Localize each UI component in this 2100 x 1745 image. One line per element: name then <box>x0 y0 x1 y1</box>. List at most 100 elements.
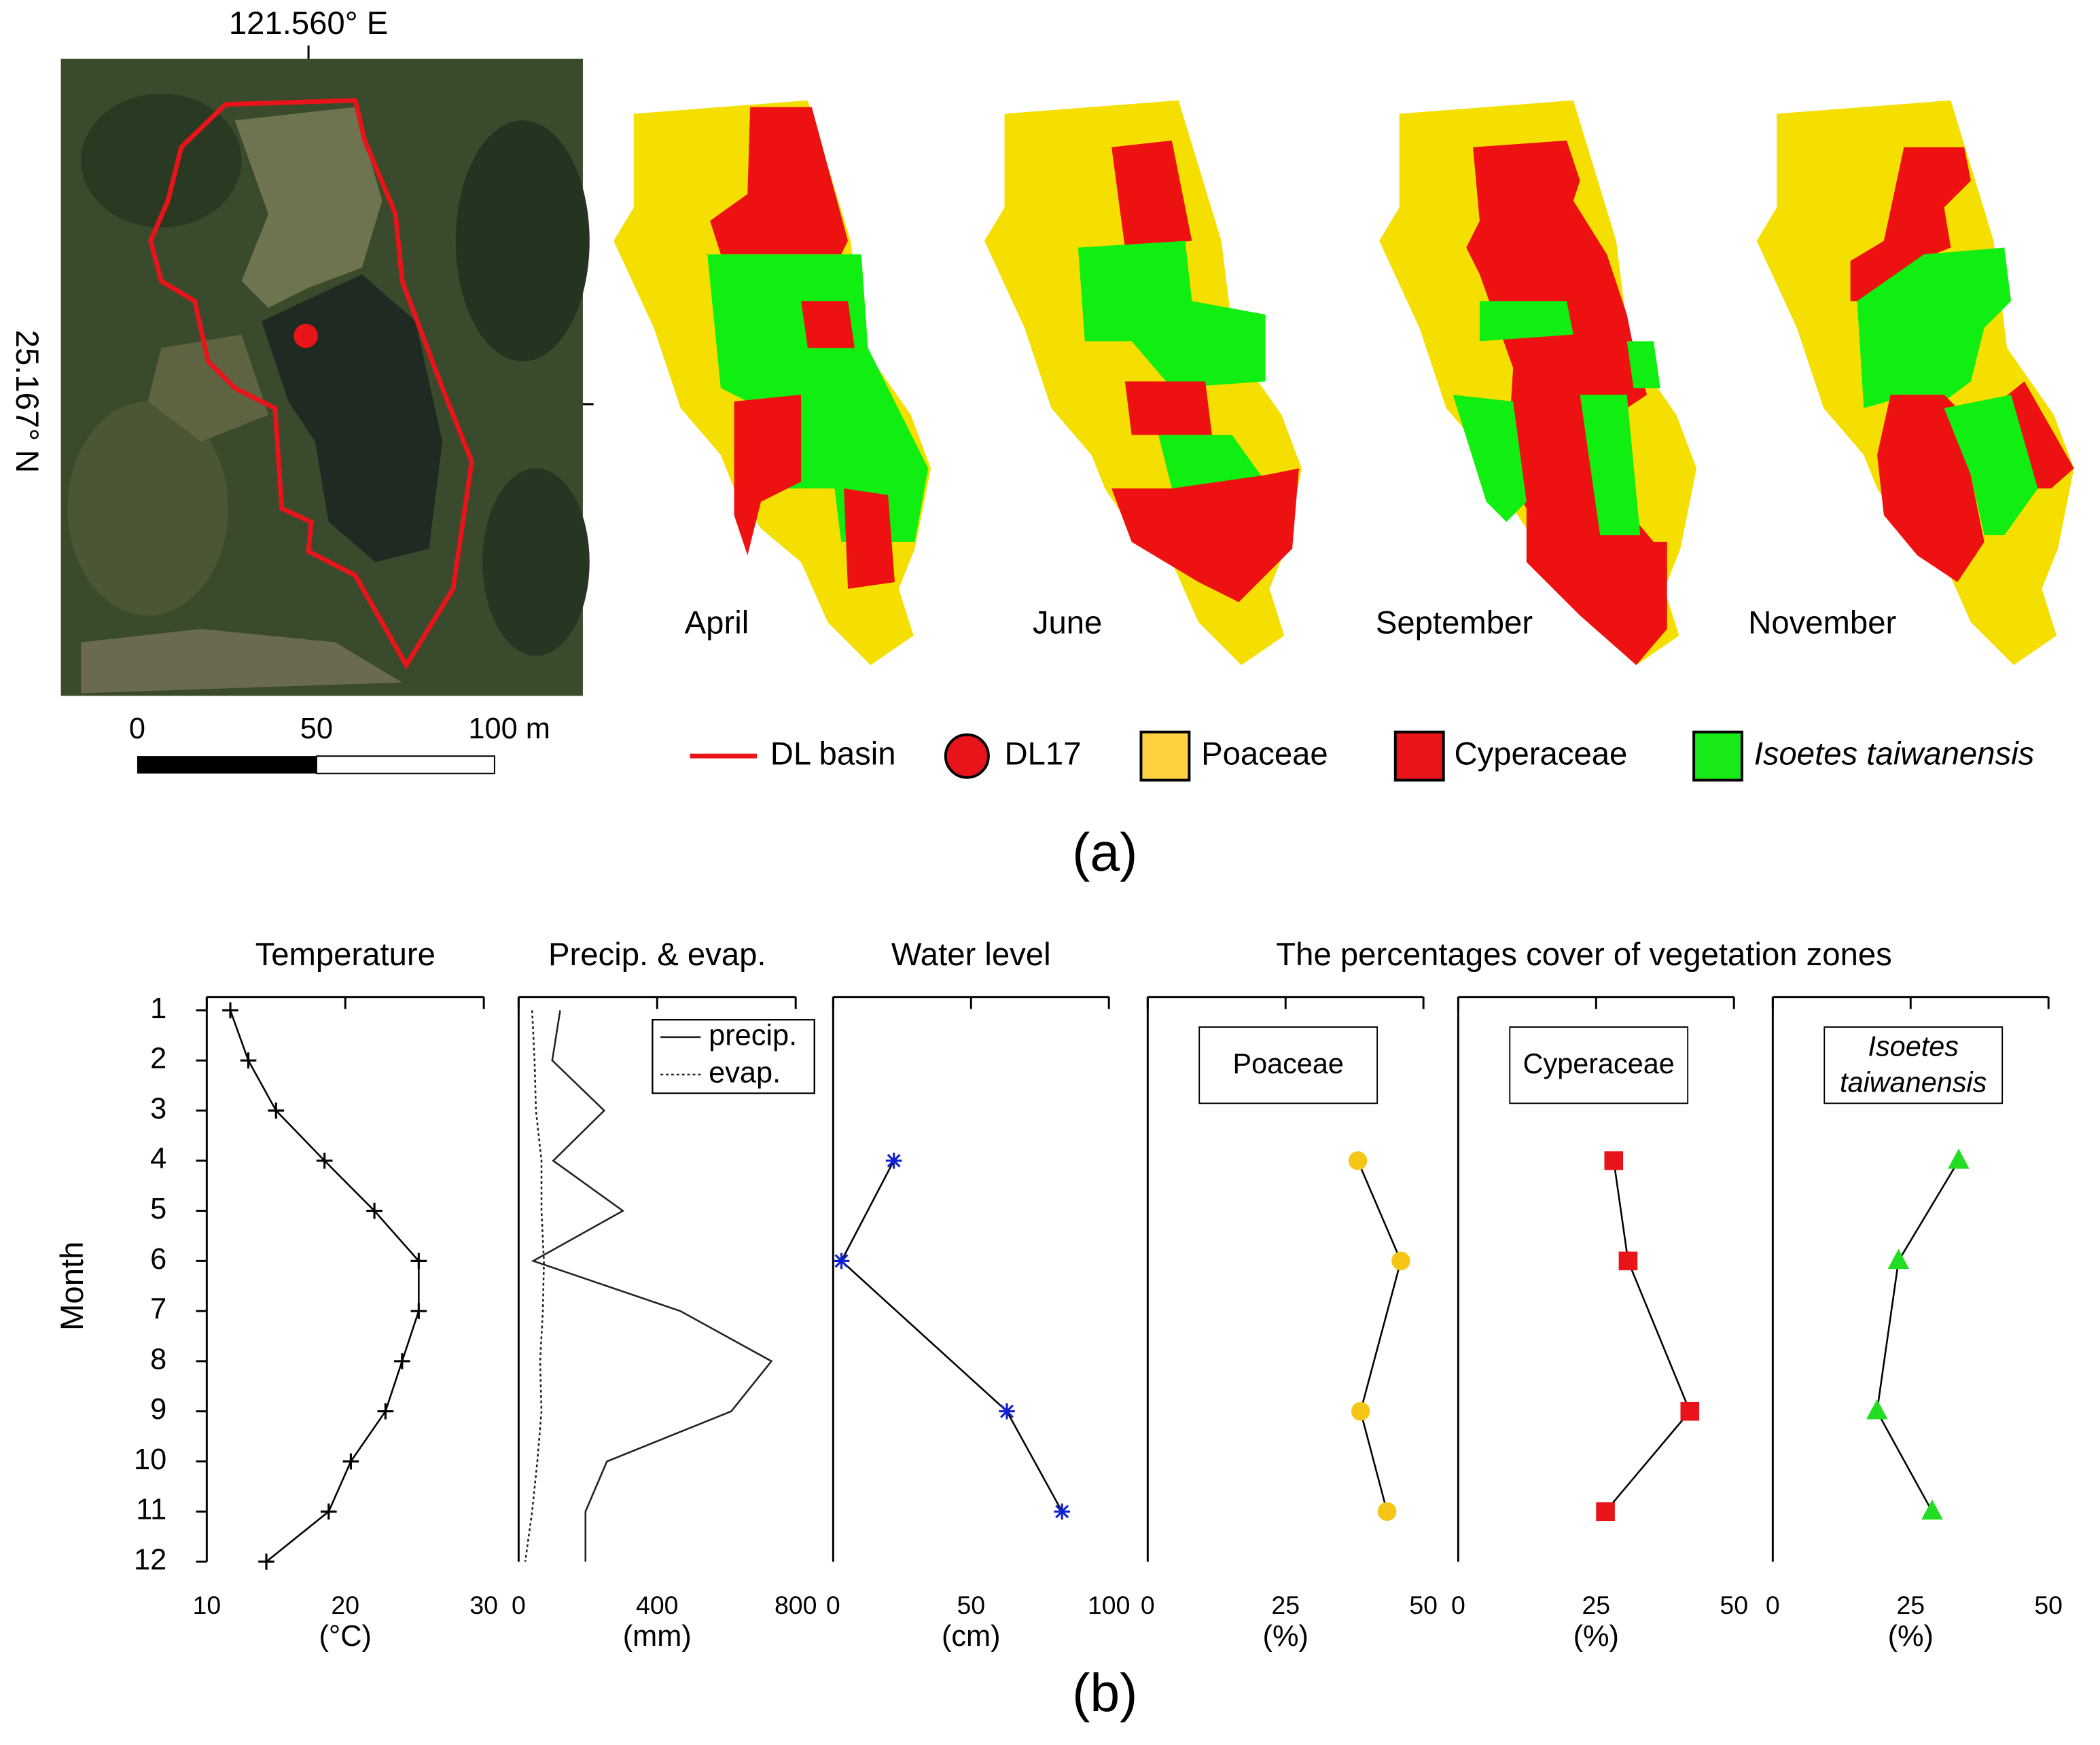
map-month: September <box>1376 605 1533 641</box>
data-point <box>1391 1251 1410 1271</box>
map-legend: DL basin DL17 Poaceae Cyperaceae Isoetes tai… <box>690 730 2035 782</box>
legend-label: Cyperaceae <box>1454 736 1627 772</box>
data-point <box>394 1353 410 1369</box>
satellite-image <box>60 58 590 696</box>
map-zone <box>1877 381 2074 582</box>
x-tick-label: 10 <box>193 1591 221 1619</box>
y-tick-label: 1 <box>150 992 166 1025</box>
scale-label: 100 m <box>468 713 550 745</box>
map-zone <box>1850 147 1971 302</box>
marker-shape <box>1921 1499 1943 1520</box>
data-point <box>258 1553 274 1570</box>
x-tick-label: 100 <box>1088 1591 1130 1619</box>
data-point <box>240 1052 257 1069</box>
data-point <box>268 1102 285 1119</box>
y-tick-label: 7 <box>150 1293 166 1326</box>
map-month: June <box>1033 605 1102 641</box>
chart-title: Temperature <box>255 937 435 973</box>
x-tick-label: 25 <box>1896 1591 1925 1619</box>
x-tick-label: 800 <box>775 1591 817 1619</box>
site-dl17 <box>293 323 318 348</box>
group-title: The percentages cover of vegetation zone… <box>1276 937 1892 973</box>
marker-shape <box>1866 1399 1888 1420</box>
map-zone <box>1111 140 1192 248</box>
legend-label: DL basin <box>770 736 896 772</box>
data-point <box>410 1253 427 1270</box>
map-zone <box>801 301 855 348</box>
scale-bar <box>315 755 495 774</box>
legend-swatch <box>1139 730 1191 782</box>
map-zone <box>1479 301 1573 342</box>
legend-swatch <box>1692 730 1744 782</box>
data-point <box>410 1303 427 1319</box>
x-tick-label: 25 <box>1582 1591 1610 1619</box>
marker-shape <box>1351 1401 1370 1421</box>
map-zone <box>1124 381 1212 435</box>
data-point <box>366 1202 382 1219</box>
legend-box: Cyperaceae <box>1509 1026 1689 1104</box>
legend-label: precip. <box>709 1019 797 1051</box>
data-point <box>1866 1399 1888 1420</box>
x-tick-label: 0 <box>512 1591 526 1619</box>
x-tick-label: 25 <box>1271 1591 1300 1619</box>
map-zone <box>710 107 849 255</box>
marker-stroke <box>1055 1505 1069 1519</box>
panel-label: (a) <box>1072 823 1137 882</box>
series-line <box>1605 1160 1691 1513</box>
map-zone <box>1944 395 2038 536</box>
x-tick-label: 50 <box>957 1591 985 1619</box>
marker-stroke <box>1000 1404 1014 1418</box>
data-point <box>1054 1503 1071 1520</box>
y-axis-label: Month <box>54 1242 90 1331</box>
series-line <box>1876 1160 1959 1512</box>
series-line <box>524 1010 545 1562</box>
vegetation-maps <box>613 100 2074 666</box>
marker-stroke <box>887 1153 901 1168</box>
data-point <box>1377 1502 1397 1522</box>
x-axis-label: (cm) <box>942 1620 1001 1653</box>
map-zone <box>844 488 895 589</box>
y-tick-label: 8 <box>150 1343 166 1375</box>
legend-box: Isoetes taiwanensis <box>1823 1026 2004 1104</box>
data-point <box>1604 1151 1624 1170</box>
marker-stroke <box>834 1254 849 1268</box>
scale-bar <box>137 756 317 774</box>
x-tick-label: 0 <box>826 1591 840 1619</box>
map-zone <box>1857 247 2012 408</box>
latitude-label: 25.167° N <box>9 330 45 473</box>
map-zone <box>1580 395 1641 536</box>
legend-label: Isoetes taiwanensis <box>1754 736 2035 772</box>
x-tick-label: 0 <box>1141 1591 1155 1619</box>
data-point <box>1948 1149 1970 1169</box>
series-line <box>229 1009 420 1563</box>
map-zone <box>1078 240 1266 389</box>
x-tick-label: 20 <box>331 1591 359 1619</box>
map-zone <box>1626 341 1660 389</box>
marker-shape <box>1348 1151 1368 1170</box>
x-axis-label: (°C) <box>319 1620 372 1653</box>
legend-swatch <box>1393 730 1445 782</box>
marker-shape <box>1948 1149 1970 1169</box>
y-tick-label: 6 <box>150 1243 166 1276</box>
legend-label: Poaceae <box>1198 1026 1378 1104</box>
data-point <box>316 1152 333 1169</box>
data-point <box>377 1403 394 1420</box>
legend-box: Poaceae <box>1198 1026 1378 1104</box>
legend-label: Poaceae <box>1201 736 1328 772</box>
marker-shape <box>1680 1401 1700 1421</box>
data-point <box>1348 1151 1368 1170</box>
series-line <box>531 1010 773 1562</box>
y-tick-label: 11 <box>136 1494 166 1526</box>
y-tick-label: 12 <box>134 1544 166 1577</box>
chart-title: Water level <box>891 937 1051 973</box>
legend-label: Cyperaceae <box>1509 1026 1689 1104</box>
marker-shape <box>1391 1251 1410 1271</box>
map-zone <box>1111 468 1299 602</box>
series-line <box>1357 1160 1402 1512</box>
marker-shape <box>1887 1248 1910 1270</box>
map-zone <box>1158 435 1266 489</box>
data-point <box>1887 1248 1910 1270</box>
data-point <box>222 1002 238 1019</box>
x-tick-label: 50 <box>2034 1591 2063 1619</box>
